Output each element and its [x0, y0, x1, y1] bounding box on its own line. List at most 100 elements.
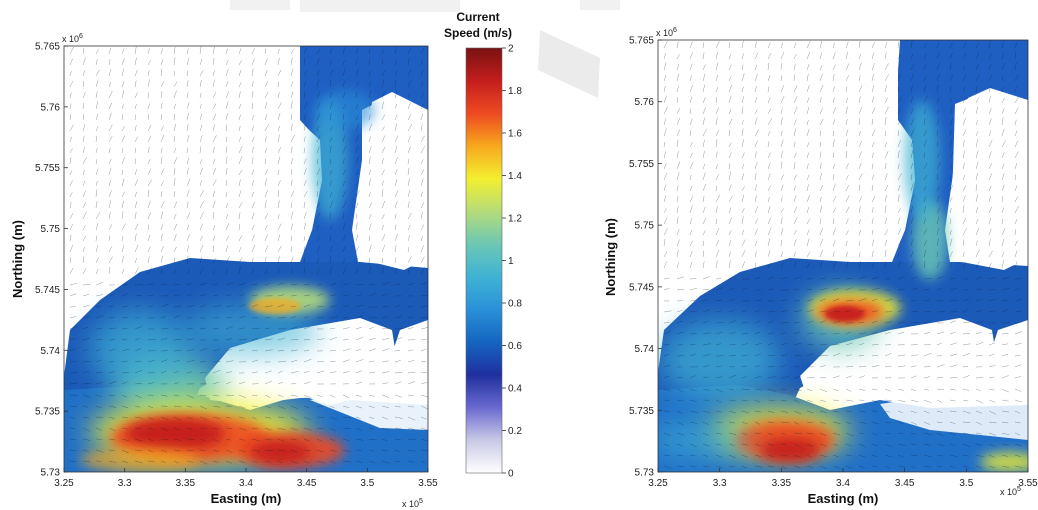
velocity-arrow — [663, 310, 672, 313]
velocity-arrow — [264, 438, 273, 441]
velocity-arrow — [69, 316, 77, 319]
velocity-arrow — [251, 304, 259, 308]
velocity-arrow — [147, 168, 152, 176]
velocity-arrow — [173, 123, 177, 132]
velocity-arrow — [225, 223, 230, 231]
velocity-arrow — [858, 310, 865, 313]
velocity-arrow — [212, 427, 218, 430]
velocity-arrow — [845, 388, 852, 392]
velocity-arrow — [82, 361, 91, 363]
velocity-arrow — [82, 370, 90, 374]
y-tick-label: 5.755 — [35, 163, 60, 174]
velocity-arrow — [676, 139, 679, 148]
velocity-arrow — [988, 410, 996, 415]
velocity-arrow — [394, 304, 401, 308]
velocity-arrow — [949, 454, 958, 458]
velocity-arrow — [871, 298, 878, 302]
velocity-arrow — [871, 217, 874, 225]
velocity-arrow — [767, 42, 771, 49]
velocity-arrow — [910, 465, 917, 469]
velocity-arrow — [290, 316, 297, 319]
velocity-arrow — [225, 235, 230, 242]
velocity-arrow — [819, 377, 826, 379]
velocity-arrow — [741, 40, 744, 49]
velocity-arrow — [329, 212, 332, 220]
velocity-arrow — [780, 310, 788, 313]
velocity-arrow — [420, 202, 425, 209]
velocity-arrow — [884, 52, 887, 60]
velocity-arrow — [212, 113, 217, 121]
velocity-arrow — [780, 399, 787, 402]
velocity-arrow — [728, 207, 732, 214]
velocity-arrow — [1014, 321, 1023, 324]
velocity-arrow — [342, 46, 346, 55]
velocity-arrow — [368, 438, 377, 441]
velocity-arrow — [988, 85, 992, 93]
velocity-arrow — [663, 217, 668, 225]
velocity-arrow — [238, 416, 245, 419]
velocity-arrow — [923, 162, 928, 170]
velocity-arrow — [910, 375, 917, 379]
velocity-arrow — [936, 276, 944, 280]
velocity-arrow — [290, 202, 292, 209]
velocity-arrow — [251, 179, 255, 187]
velocity-arrow — [225, 156, 228, 165]
velocity-arrow — [82, 169, 85, 176]
velocity-arrow — [95, 359, 102, 363]
velocity-arrow — [858, 40, 861, 49]
velocity-arrow — [975, 131, 979, 137]
velocity-arrow — [858, 118, 861, 126]
velocity-arrow — [212, 146, 215, 154]
colorbar-title-line2: Speed (m/s) — [444, 26, 512, 40]
velocity-arrow — [832, 298, 840, 302]
velocity-arrow — [793, 421, 800, 425]
velocity-arrow — [832, 399, 839, 401]
velocity-arrow — [741, 310, 748, 313]
velocity-arrow — [715, 454, 723, 458]
velocity-arrow — [186, 48, 189, 55]
velocity-arrow — [303, 136, 306, 143]
velocity-arrow — [1014, 288, 1021, 291]
velocity-arrow — [949, 287, 957, 291]
velocity-arrow — [316, 268, 320, 275]
x-tick-label: 3.55 — [418, 478, 438, 489]
velocity-arrow — [303, 168, 307, 176]
velocity-arrow — [871, 364, 880, 368]
velocity-arrow — [355, 104, 358, 110]
velocity-arrow — [420, 305, 427, 308]
velocity-arrow — [767, 118, 773, 126]
velocity-arrow — [95, 222, 99, 231]
velocity-arrow — [663, 251, 668, 258]
velocity-arrow — [69, 371, 78, 374]
velocity-arrow — [173, 136, 176, 143]
velocity-arrow — [160, 168, 165, 176]
velocity-arrow — [715, 260, 718, 269]
velocity-arrow — [832, 353, 841, 357]
velocity-arrow — [316, 134, 321, 143]
velocity-arrow — [936, 443, 945, 447]
velocity-arrow — [147, 359, 155, 363]
velocity-arrow — [186, 338, 194, 341]
velocity-arrow — [949, 465, 957, 469]
velocity-arrow — [884, 85, 887, 93]
velocity-arrow — [936, 342, 942, 346]
velocity-arrow — [715, 164, 718, 170]
velocity-arrow — [420, 159, 424, 165]
colorbar-tick-label: 1.2 — [508, 214, 522, 225]
velocity-arrow — [82, 315, 90, 319]
velocity-arrow — [329, 427, 336, 431]
velocity-arrow — [728, 465, 735, 467]
velocity-arrow — [147, 114, 150, 121]
velocity-arrow — [199, 104, 202, 110]
velocity-arrow — [949, 299, 958, 302]
velocity-arrow — [160, 370, 167, 374]
left-speed-overlay — [80, 90, 375, 472]
velocity-arrow — [871, 118, 874, 126]
velocity-arrow — [121, 427, 128, 429]
velocity-arrow — [264, 234, 268, 242]
velocity-arrow — [923, 174, 928, 181]
velocity-arrow — [871, 129, 876, 137]
velocity-arrow — [108, 245, 113, 253]
velocity-arrow — [173, 223, 178, 231]
velocity-arrow — [845, 75, 850, 82]
